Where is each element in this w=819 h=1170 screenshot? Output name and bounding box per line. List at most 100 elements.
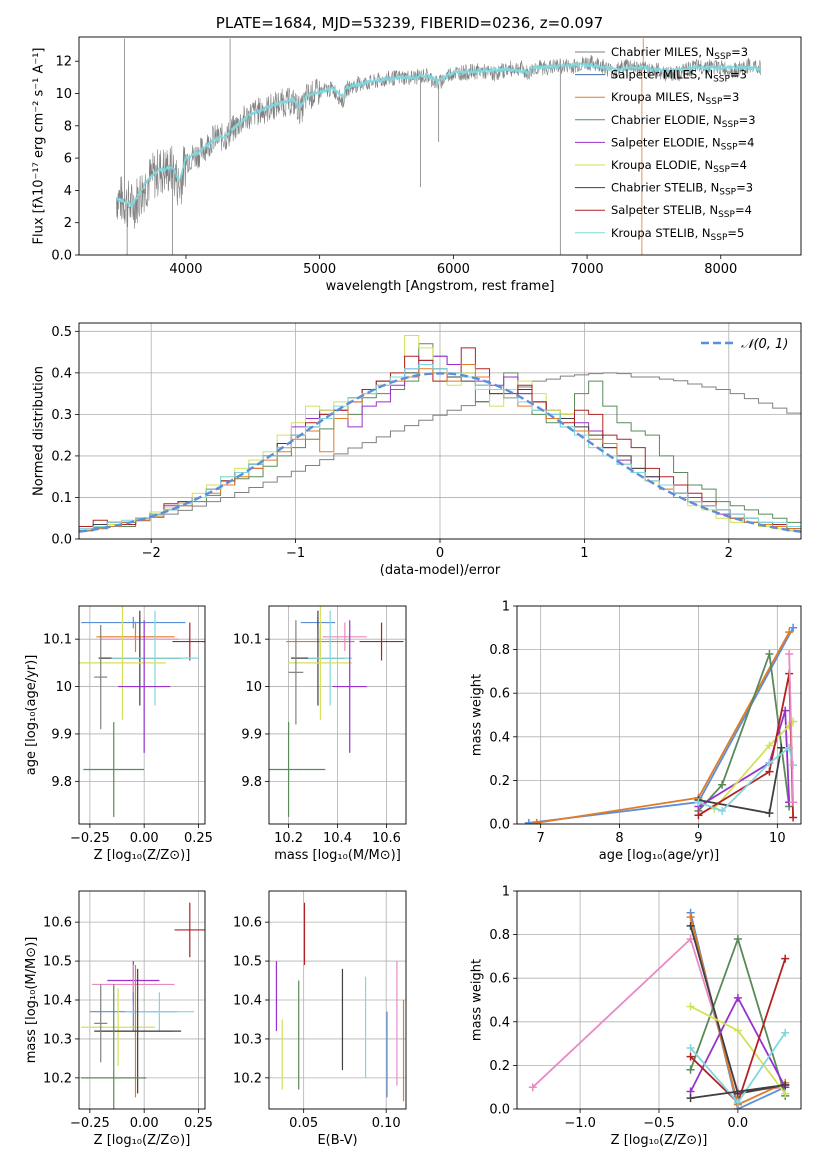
- weight-marker: [686, 1052, 695, 1061]
- x-axis-label: E(B-V): [317, 1133, 357, 1148]
- y-tick-label: 10: [55, 87, 72, 102]
- legend-suffix: =5: [727, 226, 744, 240]
- x-tick-label: 9: [694, 831, 702, 846]
- weight-marker: [733, 993, 742, 1002]
- y-axis-label: age [log₁₀(age/yr)]: [24, 655, 39, 776]
- legend-entry: Salpeter MILES, NSSP=3: [611, 68, 747, 85]
- legend-label: Kroupa STELIB, N: [611, 226, 711, 240]
- x-axis-label: Z [log₁₀(Z/Z⊙)]: [611, 1133, 708, 1148]
- x-tick-label: −0.5: [643, 1116, 675, 1131]
- y-tick-label: 6: [64, 152, 72, 167]
- y-tick-label: 8: [64, 119, 72, 134]
- legend-entry: Kroupa ELODIE, NSSP=4: [611, 158, 747, 175]
- weight-marker: [718, 806, 727, 815]
- axes-frame: [78, 890, 206, 1110]
- x-tick-label: −0.25: [70, 831, 110, 846]
- weight-marker: [781, 1028, 790, 1037]
- weight-marker: [781, 1081, 790, 1090]
- y-tick-label: 0.6: [489, 972, 510, 987]
- y-tick-label: 0.4: [489, 1015, 510, 1030]
- legend-subscript: SSP: [721, 142, 738, 152]
- plot-area-weight_vs_age: [524, 623, 798, 824]
- y-tick-label: 1: [502, 885, 510, 900]
- panel-mass_vs_ebv: 0.05 0.10 10.2 10.3 10.4 10.5 10.6 E(B-V): [233, 890, 407, 1148]
- legend-suffix: =3: [730, 68, 747, 82]
- y-tick-label: 9.9: [241, 727, 262, 742]
- y-axis-label: mass weight: [470, 959, 485, 1041]
- legend-entry: Chabrier ELODIE, NSSP=3: [611, 113, 756, 130]
- weight-marker: [686, 1043, 695, 1052]
- y-tick-label: 12: [55, 55, 72, 70]
- legend-label: Salpeter STELIB, N: [611, 203, 718, 217]
- legend-subscript: SSP: [722, 120, 739, 130]
- y-tick-label: 10.6: [43, 916, 72, 931]
- axes-frame: [78, 605, 206, 825]
- weight-marker: [718, 780, 727, 789]
- weight-marker: [532, 818, 541, 824]
- y-tick-label: 0.0: [51, 533, 72, 548]
- y-tick-label: 9.8: [241, 775, 262, 790]
- weight-line: [528, 627, 794, 824]
- y-tick-label: 0.0: [489, 1103, 510, 1118]
- legend-label: Kroupa MILES, N: [611, 90, 706, 104]
- panel-mass_vs_Z: −0.25 0.00 0.25 10.2 10.3 10.4 10.5 10.6 Z [log₁…: [24, 890, 213, 1148]
- weight-marker: [733, 934, 742, 943]
- x-axis-label: (data-model)/error: [380, 563, 501, 578]
- histogram-series: [79, 364, 801, 539]
- panel-age_vs_mass: 10.2 10.4 10.6 9.8 9.9 10 10.1 mass [log₁₀(M/M⊙…: [233, 605, 407, 863]
- y-tick-label: 0.6: [489, 687, 510, 702]
- plot-area-residuals: [79, 334, 801, 539]
- legend-subscript: SSP: [711, 233, 728, 243]
- weight-line: [713, 720, 794, 810]
- weight-marker: [686, 1094, 695, 1103]
- axes-frame: [78, 322, 802, 540]
- x-tick-label: 6000: [437, 262, 470, 277]
- weight-marker: [694, 798, 703, 807]
- x-tick-label: 0.25: [184, 1116, 213, 1131]
- x-tick-label: 10.2: [274, 831, 303, 846]
- legend-suffix: =3: [736, 181, 753, 195]
- x-tick-label: 0.25: [184, 831, 213, 846]
- weight-marker: [765, 758, 774, 767]
- axes-frame: [268, 890, 407, 1110]
- y-tick-label: 10.1: [233, 633, 262, 648]
- legend-subscript: SSP: [719, 188, 736, 198]
- legend-label: Salpeter ELODIE, N: [611, 135, 721, 149]
- y-axis-label: Flux [fλ10⁻¹⁷ erg cm⁻² s⁻¹ A⁻¹]: [32, 48, 47, 245]
- y-tick-label: 0.2: [489, 1059, 510, 1074]
- weight-marker: [789, 798, 798, 807]
- axes-frame: [516, 605, 802, 825]
- plot-area-age_vs_Z: [79, 606, 205, 817]
- plot-area-spectrum: [115, 38, 762, 255]
- y-tick-label: 10.3: [43, 1032, 72, 1047]
- x-axis-label: mass [log₁₀(M/M⊙)]: [274, 848, 401, 863]
- x-axis-label: age [log₁₀(age/yr)]: [599, 848, 720, 863]
- panel-weight_vs_age: 7 8 9 10 0.0 0.2 0.4 0.6 0.8 1 age [log₁₀(age/yr)]…: [470, 600, 802, 863]
- legend-label: Chabrier STELIB, N: [611, 181, 719, 195]
- weight-marker: [765, 809, 774, 818]
- weight-marker: [686, 1002, 695, 1011]
- panel-spectrum: 4000 5000 6000 7000 8000 0.0 2 4 6 8 10 12 wavelengt…: [32, 36, 802, 294]
- x-tick-label: −1.0: [564, 1116, 596, 1131]
- x-axis-label: wavelength [Angstrom, rest frame]: [326, 279, 555, 294]
- weight-marker: [694, 811, 703, 820]
- weight-marker: [777, 743, 786, 752]
- legend-subscript: SSP: [713, 165, 730, 175]
- weight-marker: [733, 1098, 742, 1107]
- y-tick-label: 0.0: [51, 249, 72, 264]
- weight-marker: [781, 1089, 790, 1098]
- x-tick-label: 10: [769, 831, 786, 846]
- y-tick-label: 10.4: [233, 994, 262, 1009]
- plot-area-mass_vs_ebv: [275, 902, 405, 1102]
- legend-suffix: =3: [739, 113, 756, 127]
- weight-marker: [528, 1083, 537, 1092]
- y-tick-label: 10.2: [233, 1071, 262, 1086]
- weight-marker: [686, 1065, 695, 1074]
- y-tick-label: 10.6: [233, 916, 262, 931]
- x-tick-label: 0: [436, 546, 444, 561]
- weight-marker: [524, 818, 533, 824]
- legend-suffix: =4: [730, 158, 747, 172]
- x-axis-label: Z [log₁₀(Z/Z⊙)]: [94, 1133, 191, 1148]
- plot-area-mass_vs_Z: [81, 902, 205, 1109]
